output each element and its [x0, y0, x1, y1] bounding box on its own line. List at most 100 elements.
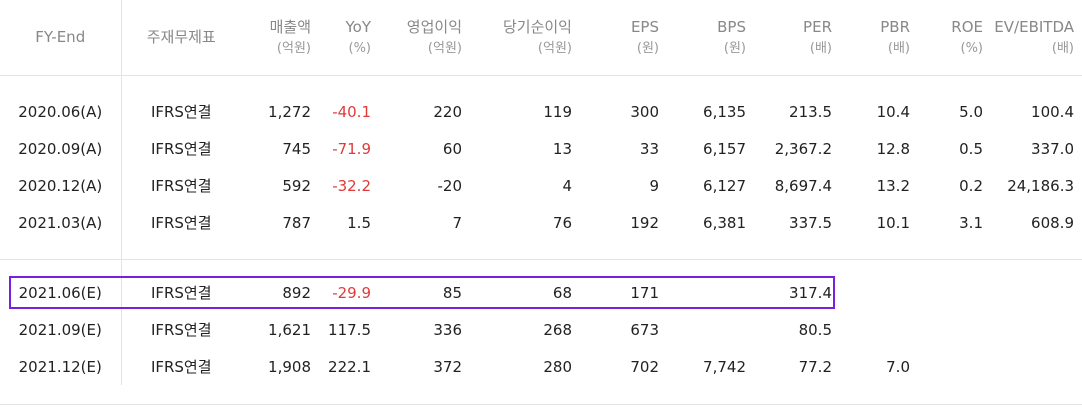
- cell-roe: [918, 311, 991, 348]
- cell-eps: 171: [630, 283, 659, 302]
- financial-summary-table: FY-End 주재무제표 매출액 (억원) YoY (%) 영업이익 (억원) 당기순이익 (억원…: [0, 0, 1082, 385]
- header-label: YoY: [345, 17, 371, 36]
- header-fy-end: FY-End: [0, 0, 122, 76]
- cell-yoy: -71.9: [332, 139, 371, 158]
- header-roe: ROE (%): [918, 0, 991, 76]
- cell-eps: 673: [630, 320, 659, 339]
- header-financial-statement: 주재무제표: [121, 0, 241, 76]
- cell-pbr: 7.0: [886, 357, 910, 376]
- cell-bps: [667, 311, 754, 348]
- cell-bps: 6,135: [703, 102, 746, 121]
- cell-ev-ebitda: 24,186.3: [1007, 176, 1074, 195]
- cell-sales: 787: [282, 213, 311, 232]
- table-row: 2021.06(E) IFRS연결 892 -29.9 85 68 171 317.4: [0, 274, 1082, 311]
- table-row: 2021.03(A) IFRS연결 787 1.5 7 76 192 6,381 337.5 10…: [0, 204, 1082, 241]
- header-sales: 매출액 (억원): [241, 0, 319, 76]
- header-label: 당기순이익: [502, 17, 572, 36]
- cell-ev-ebitda: 100.4: [1031, 102, 1074, 121]
- cell-fy-end: 2021.12(E): [0, 348, 122, 385]
- header-label: FY-End: [35, 28, 86, 46]
- cell-net-income: 4: [562, 176, 572, 195]
- header-unit: (원): [636, 40, 659, 56]
- cell-roe: 0.5: [959, 139, 983, 158]
- cell-fy-end: 2021.06(E): [0, 274, 122, 311]
- cell-per: 2,367.2: [774, 139, 832, 158]
- header-label: EV/EBITDA: [994, 17, 1074, 36]
- table-row: 2020.12(A) IFRS연결 592 -32.2 -20 4 9 6,127 8,697.…: [0, 167, 1082, 204]
- header-pbr: PBR (배): [840, 0, 918, 76]
- cell-sales: 592: [282, 176, 311, 195]
- cell-sales: 892: [282, 283, 311, 302]
- header-operating-profit: 영업이익 (억원): [379, 0, 470, 76]
- cell-pbr: [840, 274, 918, 311]
- cell-eps: 33: [639, 139, 659, 158]
- header-net-income: 당기순이익 (억원): [470, 0, 580, 76]
- cell-yoy: 117.5: [328, 320, 371, 339]
- cell-net-income: 280: [543, 357, 572, 376]
- cell-financial-statement: IFRS연결: [150, 358, 212, 376]
- header-label: 영업이익: [406, 17, 462, 36]
- cell-bps: 7,742: [703, 357, 746, 376]
- table-bottom-border: [0, 404, 1082, 405]
- cell-roe: [918, 348, 991, 385]
- cell-eps: 702: [630, 357, 659, 376]
- header-eps: EPS (원): [580, 0, 667, 76]
- cell-ev-ebitda: [991, 348, 1082, 385]
- cell-bps: [667, 274, 754, 311]
- cell-per: 213.5: [789, 102, 832, 121]
- cell-net-income: 268: [543, 320, 572, 339]
- cell-per: 80.5: [798, 320, 832, 339]
- table-body: 2020.06(A) IFRS연결 1,272 -40.1 220 119 300 6,135…: [0, 75, 1082, 385]
- cell-pbr: 12.8: [876, 139, 910, 158]
- cell-operating-profit: 85: [442, 283, 462, 302]
- header-unit: (배): [1051, 40, 1074, 56]
- table-row: 2020.09(A) IFRS연결 745 -71.9 60 13 33 6,157 2,367…: [0, 130, 1082, 167]
- cell-yoy: -40.1: [332, 102, 371, 121]
- cell-eps: 9: [649, 176, 659, 195]
- cell-fy-end: 2020.12(A): [0, 167, 122, 204]
- header-label: PBR: [880, 17, 910, 36]
- cell-net-income: 68: [552, 283, 572, 302]
- cell-per: 337.5: [789, 213, 832, 232]
- cell-sales: 1,621: [268, 320, 311, 339]
- table-header: FY-End 주재무제표 매출액 (억원) YoY (%) 영업이익 (억원) 당기순이익 (억원…: [0, 0, 1082, 76]
- cell-yoy: 222.1: [328, 357, 371, 376]
- cell-eps: 192: [630, 213, 659, 232]
- cell-financial-statement: IFRS연결: [150, 103, 212, 121]
- cell-net-income: 119: [543, 102, 572, 121]
- cell-operating-profit: 60: [442, 139, 462, 158]
- cell-operating-profit: 372: [433, 357, 462, 376]
- header-unit: (억원): [537, 40, 572, 56]
- header-ev-ebitda: EV/EBITDA (배): [991, 0, 1082, 76]
- row-spacer: [0, 259, 1082, 274]
- cell-pbr: 13.2: [876, 176, 910, 195]
- header-per: PER (배): [754, 0, 840, 76]
- cell-pbr: 10.4: [876, 102, 910, 121]
- header-unit: (원): [723, 40, 746, 56]
- header-label: ROE: [951, 17, 983, 36]
- header-label: EPS: [630, 17, 659, 36]
- cell-sales: 1,272: [268, 102, 311, 121]
- header-unit: (억원): [427, 40, 462, 56]
- cell-ev-ebitda: 608.9: [1031, 213, 1074, 232]
- header-unit: (억원): [276, 40, 311, 56]
- cell-net-income: 76: [552, 213, 572, 232]
- row-spacer: [0, 75, 1082, 93]
- cell-per: 8,697.4: [774, 176, 832, 195]
- table-row: 2020.06(A) IFRS연결 1,272 -40.1 220 119 300 6,135…: [0, 93, 1082, 130]
- cell-financial-statement: IFRS연결: [150, 140, 212, 158]
- cell-ev-ebitda: 337.0: [1031, 139, 1074, 158]
- cell-bps: 6,381: [703, 213, 746, 232]
- header-yoy: YoY (%): [319, 0, 379, 76]
- cell-yoy: -32.2: [332, 176, 371, 195]
- cell-pbr: 10.1: [876, 213, 910, 232]
- cell-yoy: -29.9: [332, 283, 371, 302]
- cell-bps: 6,157: [703, 139, 746, 158]
- cell-roe: 5.0: [959, 102, 983, 121]
- cell-roe: 0.2: [959, 176, 983, 195]
- row-spacer: [0, 259, 1082, 260]
- cell-fy-end: 2021.09(E): [0, 311, 122, 348]
- cell-per: 317.4: [789, 283, 832, 302]
- cell-yoy: 1.5: [347, 213, 371, 232]
